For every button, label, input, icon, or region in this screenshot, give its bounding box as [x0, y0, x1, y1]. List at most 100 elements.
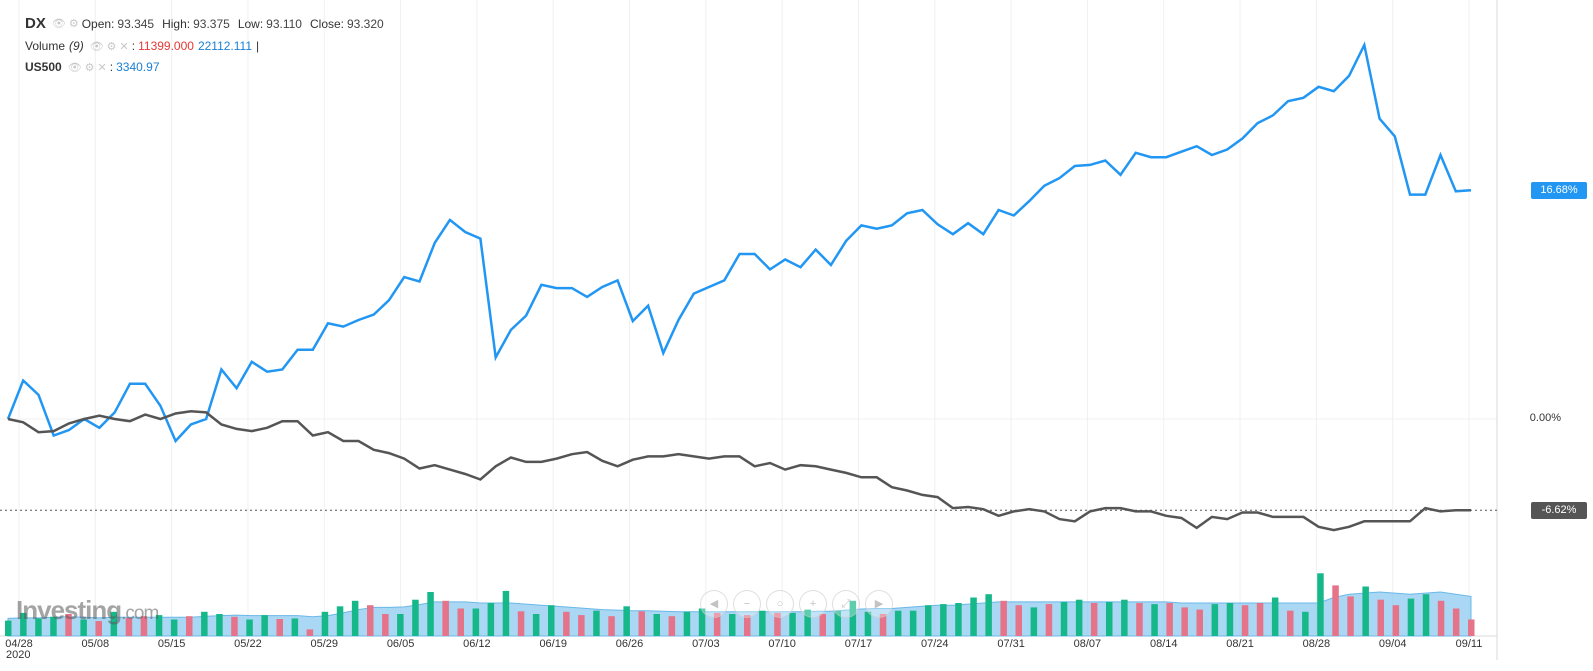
- volume-bar[interactable]: [1015, 605, 1023, 636]
- volume-bar[interactable]: [1422, 594, 1430, 636]
- volume-bar[interactable]: [201, 611, 208, 636]
- volume-bar[interactable]: [834, 610, 842, 636]
- volume-bar[interactable]: [1332, 585, 1339, 636]
- gear-icon[interactable]: ⚙: [84, 61, 95, 74]
- eye-icon[interactable]: 👁: [51, 18, 66, 30]
- volume-bar[interactable]: [698, 608, 706, 637]
- volume-bar[interactable]: [125, 617, 133, 637]
- volume-bar[interactable]: [1452, 608, 1460, 637]
- volume-bar[interactable]: [472, 608, 480, 637]
- volume-bar[interactable]: [186, 616, 193, 636]
- eye-icon[interactable]: 👁: [67, 61, 82, 74]
- volume-bar[interactable]: [532, 614, 540, 636]
- volume-bar[interactable]: [1090, 603, 1098, 636]
- volume-bar[interactable]: [744, 615, 751, 636]
- volume-bar[interactable]: [563, 611, 570, 636]
- volume-bar[interactable]: [367, 605, 374, 636]
- volume-bar[interactable]: [819, 614, 827, 636]
- volume-bar[interactable]: [1362, 586, 1369, 637]
- volume-bar[interactable]: [608, 616, 615, 636]
- volume-bar[interactable]: [1407, 598, 1415, 636]
- volume-bar[interactable]: [20, 612, 27, 636]
- volume-bar[interactable]: [864, 611, 872, 636]
- volume-bar[interactable]: [1045, 604, 1053, 636]
- us500-symbol[interactable]: US500: [25, 60, 62, 74]
- volume-bar[interactable]: [427, 592, 434, 636]
- volume-bar[interactable]: [1241, 605, 1249, 636]
- zoom-reset-icon[interactable]: ○: [766, 590, 794, 618]
- volume-bar[interactable]: [1437, 600, 1445, 636]
- volume-bar[interactable]: [668, 616, 676, 636]
- dx-symbol[interactable]: DX: [25, 15, 46, 32]
- volume-bar[interactable]: [759, 610, 766, 636]
- series-line-us500[interactable]: [6, 41, 1472, 444]
- volume-bar[interactable]: [683, 611, 691, 636]
- eye-icon[interactable]: 👁: [89, 40, 104, 53]
- volume-bar[interactable]: [1211, 604, 1219, 636]
- volume-bar[interactable]: [955, 603, 962, 636]
- volume-bar[interactable]: [306, 629, 314, 636]
- volume-bar[interactable]: [925, 605, 932, 636]
- volume-bar[interactable]: [1287, 610, 1294, 636]
- volume-bar[interactable]: [336, 606, 344, 636]
- volume-bar[interactable]: [940, 604, 947, 636]
- volume-bar[interactable]: [1166, 603, 1173, 636]
- gear-icon[interactable]: ⚙: [68, 18, 79, 30]
- volume-bar[interactable]: [1151, 604, 1158, 636]
- volume-bar[interactable]: [231, 616, 238, 637]
- chevron-left-icon[interactable]: ◀: [700, 590, 728, 618]
- volume-bar[interactable]: [382, 614, 389, 636]
- volume-bar[interactable]: [653, 614, 661, 636]
- volume-bar[interactable]: [457, 608, 465, 637]
- volume-bar[interactable]: [1196, 609, 1204, 636]
- zoom-out-icon[interactable]: −: [733, 590, 761, 618]
- chevron-right-icon[interactable]: ▶: [865, 590, 893, 618]
- volume-bar[interactable]: [1377, 599, 1385, 636]
- volume-bar[interactable]: [517, 611, 525, 637]
- close-icon[interactable]: ✕: [119, 40, 129, 53]
- volume-bar[interactable]: [80, 619, 87, 637]
- gear-icon[interactable]: ⚙: [106, 40, 117, 53]
- volume-bar[interactable]: [1030, 607, 1038, 636]
- volume-bar[interactable]: [1106, 601, 1113, 636]
- volume-bar[interactable]: [1000, 600, 1007, 636]
- volume-bar[interactable]: [548, 605, 555, 636]
- volume-bar[interactable]: [1181, 607, 1188, 636]
- series-line-dx[interactable]: [7, 410, 1471, 532]
- volume-bar[interactable]: [1075, 599, 1083, 636]
- volume-bar[interactable]: [1347, 596, 1354, 636]
- volume-bar[interactable]: [774, 612, 781, 636]
- volume-bar[interactable]: [291, 618, 299, 636]
- volume-bar[interactable]: [412, 599, 419, 636]
- volume-bar[interactable]: [1060, 601, 1068, 636]
- volume-bar[interactable]: [321, 611, 329, 636]
- volume-bar[interactable]: [442, 600, 449, 636]
- volume-bar[interactable]: [909, 610, 917, 636]
- volume-bar[interactable]: [397, 614, 404, 636]
- volume-bar[interactable]: [970, 597, 977, 637]
- volume-bar[interactable]: [1302, 611, 1309, 636]
- volume-bar[interactable]: [95, 621, 103, 636]
- volume-bar[interactable]: [140, 616, 148, 636]
- volume-bar[interactable]: [261, 615, 268, 636]
- volume-bar[interactable]: [65, 614, 72, 636]
- volume-bar[interactable]: [1256, 603, 1264, 636]
- volume-bar[interactable]: [487, 603, 495, 636]
- volume-bar[interactable]: [5, 620, 12, 636]
- volume-bar[interactable]: [246, 619, 253, 637]
- volume-bar[interactable]: [276, 619, 284, 637]
- volume-bar[interactable]: [879, 614, 887, 636]
- volume-bar[interactable]: [849, 600, 857, 636]
- volume-bar[interactable]: [502, 590, 510, 636]
- volume-bar[interactable]: [985, 594, 992, 636]
- zoom-in-icon[interactable]: +: [799, 590, 827, 618]
- volume-bar[interactable]: [804, 609, 811, 636]
- volume-label[interactable]: Volume: [25, 39, 66, 53]
- volume-bar[interactable]: [35, 618, 42, 636]
- volume-bar[interactable]: [789, 612, 796, 636]
- volume-bar[interactable]: [1468, 619, 1475, 637]
- volume-bar[interactable]: [1136, 603, 1143, 636]
- volume-bar[interactable]: [1121, 599, 1128, 636]
- volume-bar[interactable]: [894, 610, 902, 636]
- volume-bar[interactable]: [351, 600, 359, 636]
